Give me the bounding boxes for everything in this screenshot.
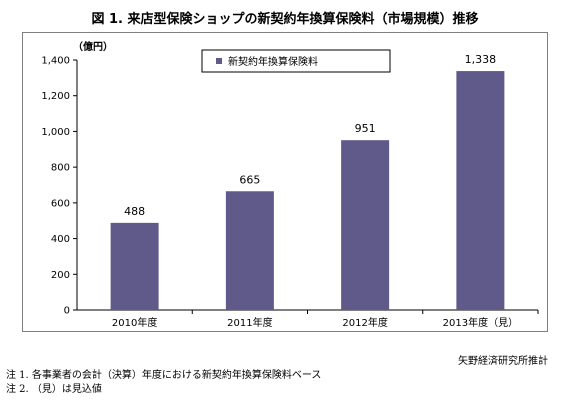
x-tick-label: 2011年度: [227, 316, 272, 329]
bar: [110, 222, 159, 310]
source-note: 矢野経済研究所推計: [458, 356, 548, 367]
bar: [341, 140, 390, 310]
data-label: 665: [239, 173, 260, 186]
legend-label: 新契約年換算保険料: [228, 55, 318, 68]
legend-box: [201, 49, 391, 73]
x-tick-label: 2012年度: [342, 316, 387, 329]
note-1: 注 1. 各事業者の会計（決算）年度における新契約年換算保険料ベース: [6, 370, 322, 381]
bar: [225, 191, 274, 310]
y-tick-label: 1,400: [41, 56, 70, 67]
bar-chart: （億円） 0 200 400 600 800 1,000 1,200 1,400 488 2010年…: [41, 40, 539, 329]
data-label: 488: [124, 205, 145, 218]
data-label: 951: [355, 122, 376, 135]
note-2: 注 2. （見）は見込値: [6, 384, 102, 395]
y-tick-label: 0: [64, 306, 70, 317]
x-tick-label: 2010年度: [112, 316, 157, 329]
data-label: 1,338: [465, 53, 497, 66]
y-tick-label: 200: [51, 270, 70, 281]
chart-title: 図 1. 来店型保険ショップの新契約年換算保険料（市場規模）推移: [91, 12, 479, 27]
chart-frame: [22, 32, 548, 332]
x-tick-label: 2013年度（見）: [443, 316, 518, 329]
legend-swatch: [216, 58, 222, 64]
y-tick-label: 400: [51, 234, 70, 245]
y-tick-label: 600: [51, 198, 70, 209]
y-unit-label: （億円）: [73, 40, 113, 53]
y-tick-label: 800: [51, 163, 70, 174]
y-tick-label: 1,000: [41, 127, 70, 138]
bar: [456, 71, 505, 310]
y-tick-label: 1,200: [41, 91, 70, 102]
